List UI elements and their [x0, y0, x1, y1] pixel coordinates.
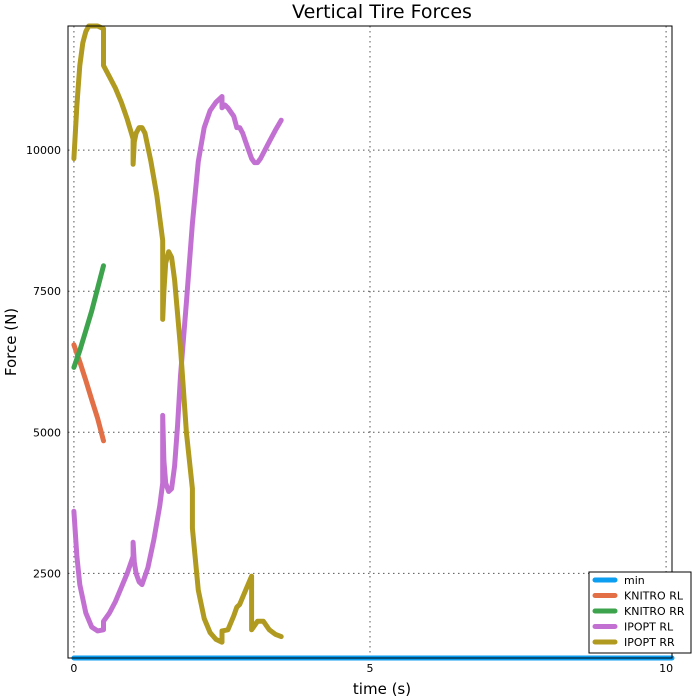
legend-label-ipopt-rl: IPOPT RL	[624, 621, 674, 634]
legend-label-knitro-rr: KNITRO RR	[624, 605, 685, 618]
legend-label-min: min	[624, 574, 645, 587]
tick-labels: 0 5 10 2500 5000 7500 10000	[26, 144, 673, 675]
y-axis-label: Force (N)	[2, 308, 20, 376]
plot-frame	[67, 25, 673, 659]
y-tick-label: 7500	[33, 285, 61, 298]
x-axis-label: time (s)	[353, 680, 411, 698]
x-tick-label: 10	[659, 662, 673, 675]
chart-title: Vertical Tire Forces	[292, 1, 472, 23]
series-line-knitro-rr	[71, 263, 106, 370]
series-line-ipopt-rl	[71, 94, 284, 634]
series-line-ipopt-rr	[71, 23, 284, 645]
legend-label-knitro-rl: KNITRO RL	[624, 590, 684, 603]
legend: min KNITRO RL KNITRO RR IPOPT RL IPOPT RR	[588, 571, 692, 654]
y-tick-label: 2500	[33, 567, 61, 580]
legend-label-ipopt-rr: IPOPT RR	[624, 636, 675, 649]
grid	[68, 26, 672, 658]
x-tick-label: 5	[367, 662, 374, 675]
series-layer	[71, 23, 675, 661]
y-tick-label: 10000	[26, 144, 61, 157]
y-tick-label: 5000	[33, 426, 61, 439]
x-tick-label: 0	[70, 662, 77, 675]
